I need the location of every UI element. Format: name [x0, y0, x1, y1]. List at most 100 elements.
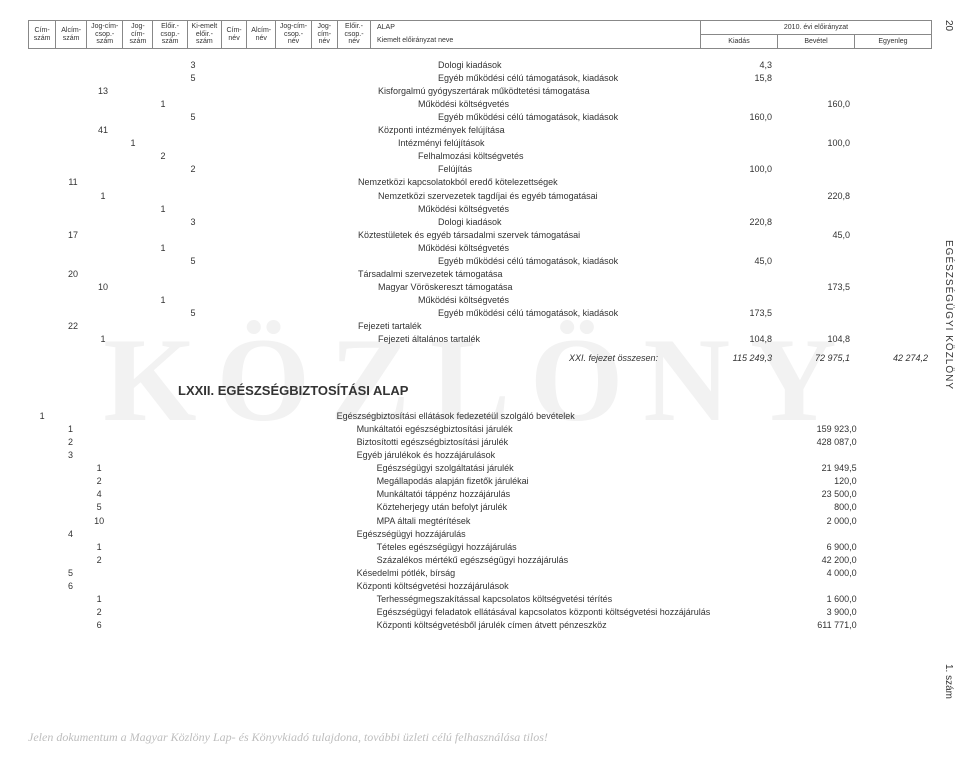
code-cell: [253, 528, 281, 541]
code-cell: [58, 137, 88, 150]
code-cell: [238, 294, 268, 307]
code-cell: [141, 449, 169, 462]
code-cell: [328, 190, 358, 203]
budget-table-b: 1Egészségbiztosítási ellátások fedezetéü…: [28, 410, 932, 632]
code-cell: [148, 124, 178, 137]
amount-cell-k: [698, 203, 776, 216]
amount-cell-k: [714, 423, 785, 436]
code-cell: [58, 203, 88, 216]
amount-cell-k: [714, 462, 785, 475]
amount-cell-k: [714, 488, 785, 501]
code-cell: [114, 449, 142, 462]
amount-cell-b: 4 000,0: [786, 567, 861, 580]
code-cell: [225, 501, 253, 514]
code-cell: [88, 137, 118, 150]
table-row: 6Központi költségvetési hozzájárulások: [28, 580, 932, 593]
code-cell: [328, 85, 358, 98]
code-cell: [309, 501, 337, 514]
footer-text: Jelen dokumentum a Magyar Közlöny Lap- é…: [28, 730, 548, 745]
code-cell: [28, 580, 56, 593]
amount-cell-e: [854, 150, 932, 163]
amount-cell-e: [854, 111, 932, 124]
amount-cell-k: [698, 150, 776, 163]
code-cell: [85, 410, 114, 423]
code-cell: [141, 436, 169, 449]
table-row: 10MPA általi megtérítések2 000,0: [28, 515, 932, 528]
amount-cell-k: [714, 501, 785, 514]
code-cell: [238, 190, 268, 203]
code-cell: [88, 268, 118, 281]
code-cell: [253, 554, 281, 567]
code-cell: [141, 410, 169, 423]
code-cell: [178, 242, 208, 255]
code-cell: [208, 333, 238, 346]
code-cell: [118, 268, 148, 281]
table-row: 1Működési költségvetés: [28, 242, 932, 255]
amount-cell-b: 45,0: [776, 229, 854, 242]
code-cell: [169, 423, 197, 436]
amount-cell-b: [776, 176, 854, 189]
code-cell: [88, 59, 118, 72]
name-cell: Magyar Vöröskereszt támogatása: [358, 281, 698, 294]
code-cell: [28, 320, 58, 333]
code-cell: [58, 72, 88, 85]
amount-cell-k: [714, 619, 785, 632]
code-cell: [58, 59, 88, 72]
name-cell: Egyéb működési célú támogatások, kiadáso…: [358, 111, 698, 124]
code-cell: [281, 515, 309, 528]
code-cell: [114, 488, 142, 501]
amount-cell-e: [854, 85, 932, 98]
code-cell: 1: [148, 98, 178, 111]
code-cell: 1: [85, 593, 114, 606]
code-cell: 5: [178, 111, 208, 124]
code-cell: [197, 488, 225, 501]
code-cell: [28, 190, 58, 203]
code-cell: [118, 229, 148, 242]
code-cell: [28, 268, 58, 281]
code-cell: [268, 150, 298, 163]
amount-cell-k: [714, 554, 785, 567]
code-cell: [268, 216, 298, 229]
name-cell: Működési költségvetés: [358, 242, 698, 255]
code-cell: [56, 606, 84, 619]
amount-cell-k: [698, 176, 776, 189]
code-cell: [208, 124, 238, 137]
code-cell: [118, 176, 148, 189]
code-cell: 10: [88, 281, 118, 294]
amount-cell-b: 2 000,0: [786, 515, 861, 528]
code-cell: [208, 163, 238, 176]
code-cell: [118, 98, 148, 111]
code-cell: 2: [85, 475, 114, 488]
code-cell: 2: [148, 150, 178, 163]
amount-cell-b: 21 949,5: [786, 462, 861, 475]
code-cell: [238, 176, 268, 189]
code-cell: [268, 85, 298, 98]
code-cell: 4: [56, 528, 84, 541]
code-cell: [88, 176, 118, 189]
code-cell: 11: [58, 176, 88, 189]
code-cell: [238, 255, 268, 268]
name-cell: Dologi kiadások: [358, 216, 698, 229]
code-cell: 5: [178, 255, 208, 268]
code-cell: [253, 515, 281, 528]
code-cell: [225, 515, 253, 528]
amount-cell-k: [698, 124, 776, 137]
code-cell: [281, 449, 309, 462]
code-cell: 1: [118, 137, 148, 150]
amount-cell-b: [776, 242, 854, 255]
code-cell: [178, 229, 208, 242]
code-cell: 2: [56, 436, 84, 449]
code-cell: [328, 242, 358, 255]
amount-cell-k: [714, 541, 785, 554]
code-cell: [28, 203, 58, 216]
code-cell: 5: [85, 501, 114, 514]
code-cell: [85, 423, 114, 436]
code-cell: 3: [56, 449, 84, 462]
code-cell: [298, 320, 328, 333]
code-cell: [208, 190, 238, 203]
code-cell: [268, 59, 298, 72]
code-cell: [118, 190, 148, 203]
code-cell: [238, 85, 268, 98]
amount-cell-e: [861, 449, 932, 462]
code-cell: [268, 255, 298, 268]
